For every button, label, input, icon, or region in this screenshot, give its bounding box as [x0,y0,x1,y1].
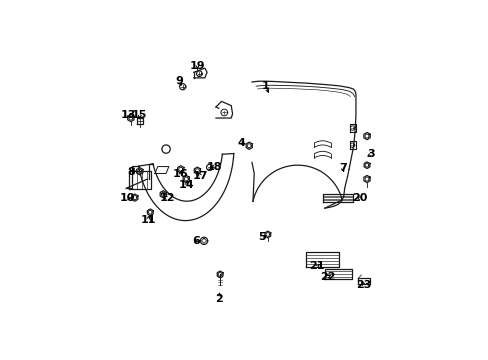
Text: 5: 5 [258,232,265,242]
Text: 23: 23 [356,280,371,290]
Text: 22: 22 [320,271,335,282]
Text: 8: 8 [127,167,135,176]
Text: 2: 2 [214,294,222,304]
Text: 16: 16 [173,169,188,179]
Text: 19: 19 [189,61,205,71]
Text: 11: 11 [140,215,156,225]
Text: 6: 6 [191,237,199,246]
Text: 14: 14 [179,180,194,190]
Text: 17: 17 [192,171,207,181]
Text: 18: 18 [206,162,222,172]
Text: 13: 13 [121,110,136,120]
Text: 21: 21 [309,261,324,271]
Text: 7: 7 [338,163,346,174]
Text: 9: 9 [175,76,183,86]
Text: 20: 20 [352,193,367,203]
Text: 10: 10 [120,193,135,203]
Text: 12: 12 [160,193,175,203]
Text: 1: 1 [262,81,269,91]
Text: 3: 3 [366,149,374,159]
Text: 4: 4 [237,138,245,148]
Text: 15: 15 [132,110,147,120]
